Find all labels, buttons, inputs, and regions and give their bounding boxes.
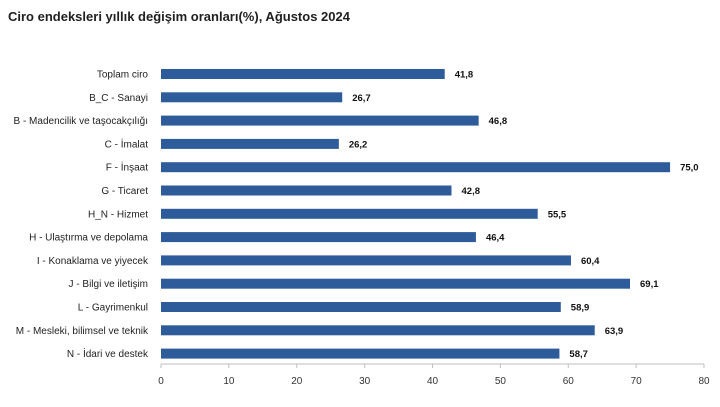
value-label: 26,2 bbox=[349, 139, 368, 150]
value-label: 42,8 bbox=[462, 186, 481, 197]
bar bbox=[161, 325, 595, 336]
x-tick-label: 0 bbox=[158, 376, 164, 387]
category-label: B_C - Sanayi bbox=[89, 93, 148, 104]
bar bbox=[161, 255, 571, 266]
category-label: B - Madencilik ve taşocakçılığı bbox=[14, 116, 149, 127]
bar bbox=[161, 185, 452, 196]
chart-title: Ciro endeksleri yıllık değişim oranları(… bbox=[8, 9, 350, 24]
bar bbox=[161, 208, 538, 219]
category-label: C - İmalat bbox=[105, 137, 149, 150]
x-tick-label: 40 bbox=[427, 376, 439, 387]
category-label: H_N - Hizmet bbox=[88, 209, 148, 220]
bar bbox=[161, 278, 631, 289]
value-label: 58,7 bbox=[569, 349, 588, 360]
value-label: 69,1 bbox=[640, 279, 659, 290]
bar bbox=[161, 162, 671, 173]
value-label: 41,8 bbox=[455, 70, 474, 81]
value-label: 60,4 bbox=[581, 256, 600, 267]
x-tick-label: 80 bbox=[698, 376, 710, 387]
bar bbox=[161, 348, 560, 359]
bar bbox=[161, 115, 479, 126]
value-label: 55,5 bbox=[548, 209, 567, 220]
category-label: H - Ulaştırma ve depolama bbox=[29, 233, 148, 244]
bar bbox=[161, 92, 343, 103]
category-label: G - Ticaret bbox=[101, 186, 148, 197]
category-label: Toplam ciro bbox=[97, 70, 149, 81]
x-tick-label: 20 bbox=[291, 376, 303, 387]
bar bbox=[161, 232, 476, 243]
x-tick-label: 50 bbox=[495, 376, 507, 387]
category-label: M - Mesleki, bilimsel ve teknik bbox=[16, 326, 149, 337]
x-tick-label: 10 bbox=[223, 376, 235, 387]
bar bbox=[161, 138, 339, 149]
x-tick-label: 30 bbox=[359, 376, 371, 387]
bar bbox=[161, 69, 445, 79]
category-label: J - Bilgi ve iletişim bbox=[69, 279, 148, 290]
value-label: 63,9 bbox=[605, 326, 624, 337]
value-label: 75,0 bbox=[680, 163, 699, 174]
x-tick-label: 70 bbox=[631, 376, 643, 387]
value-label: 26,7 bbox=[352, 93, 371, 104]
x-tick-label: 60 bbox=[563, 376, 575, 387]
bar bbox=[161, 302, 561, 312]
category-label: L - Gayrimenkul bbox=[78, 303, 148, 314]
value-label: 46,4 bbox=[486, 233, 505, 244]
category-label: F - İnşaat bbox=[106, 161, 148, 174]
category-label: I - Konaklama ve yiyecek bbox=[37, 256, 149, 267]
value-label: 58,9 bbox=[571, 303, 590, 314]
value-label: 46,8 bbox=[489, 116, 508, 127]
category-label: N - İdari ve destek bbox=[67, 347, 149, 360]
